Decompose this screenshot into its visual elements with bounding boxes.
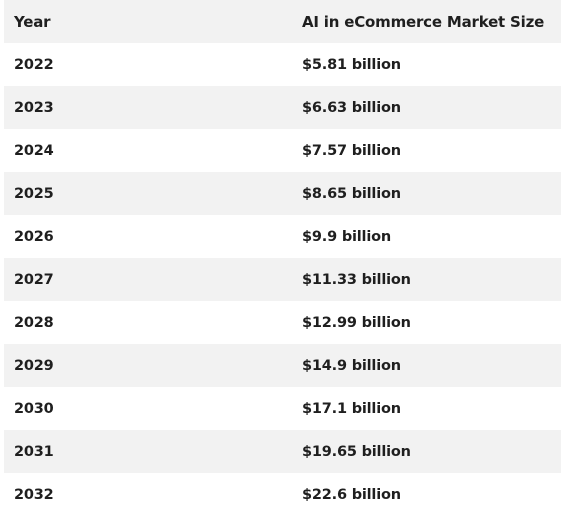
year-cell: 2028 — [14, 314, 54, 331]
year-cell: 2031 — [14, 443, 54, 460]
market-size-cell: $17.1 billion — [302, 400, 401, 417]
table-row: 2032 $22.6 billion — [4, 473, 561, 516]
market-size-cell: $19.65 billion — [302, 443, 411, 460]
table-row: 2023 $6.63 billion — [4, 86, 561, 129]
year-cell: 2024 — [14, 142, 54, 159]
market-size-cell: $12.99 billion — [302, 314, 411, 331]
table-header-row: Year AI in eCommerce Market Size — [4, 0, 561, 43]
year-cell: 2023 — [14, 99, 54, 116]
table-row: 2031 $19.65 billion — [4, 430, 561, 473]
table-row: 2028 $12.99 billion — [4, 301, 561, 344]
market-size-table: Year AI in eCommerce Market Size 2022 $5… — [4, 0, 561, 516]
table-row: 2027 $11.33 billion — [4, 258, 561, 301]
table-row: 2030 $17.1 billion — [4, 387, 561, 430]
header-year: Year — [14, 12, 51, 31]
market-size-cell: $22.6 billion — [302, 486, 401, 503]
year-cell: 2029 — [14, 357, 54, 374]
year-cell: 2032 — [14, 486, 54, 503]
year-cell: 2025 — [14, 185, 54, 202]
market-size-cell: $6.63 billion — [302, 99, 401, 116]
table-row: 2029 $14.9 billion — [4, 344, 561, 387]
header-market-size: AI in eCommerce Market Size — [302, 12, 545, 31]
table-row: 2022 $5.81 billion — [4, 43, 561, 86]
table-row: 2026 $9.9 billion — [4, 215, 561, 258]
table-row: 2024 $7.57 billion — [4, 129, 561, 172]
market-size-cell: $5.81 billion — [302, 56, 401, 73]
year-cell: 2027 — [14, 271, 54, 288]
market-size-cell: $8.65 billion — [302, 185, 401, 202]
market-size-cell: $14.9 billion — [302, 357, 401, 374]
market-size-cell: $9.9 billion — [302, 228, 391, 245]
year-cell: 2022 — [14, 56, 54, 73]
table-row: 2025 $8.65 billion — [4, 172, 561, 215]
year-cell: 2026 — [14, 228, 54, 245]
market-size-cell: $11.33 billion — [302, 271, 411, 288]
year-cell: 2030 — [14, 400, 54, 417]
market-size-cell: $7.57 billion — [302, 142, 401, 159]
